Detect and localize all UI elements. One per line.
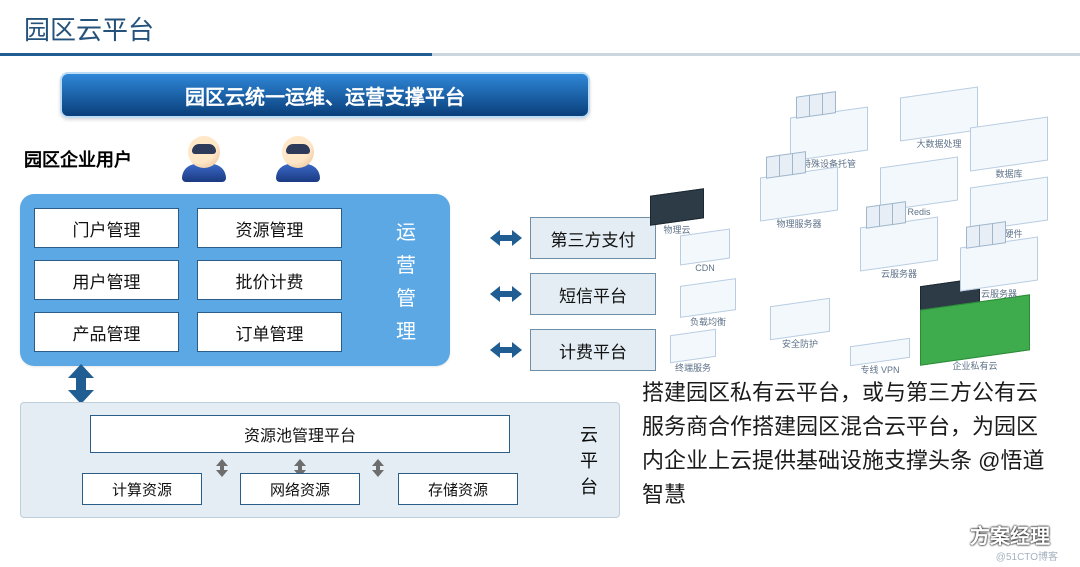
iso-tile: [970, 117, 1048, 172]
cell-user: 用户管理: [34, 260, 179, 300]
double-arrow-small-icon: [215, 459, 229, 477]
iso-tile: [850, 338, 910, 366]
ops-banner: 园区云统一运维、运营支撑平台: [60, 72, 590, 118]
iso-tile: [670, 329, 716, 363]
watermark: 方案经理: [970, 520, 1050, 549]
double-arrow-small-icon: [371, 459, 385, 477]
user-avatar-icon: [182, 136, 226, 182]
double-arrow-vertical-icon: [66, 364, 630, 404]
cell-pricing: 批价计费: [197, 260, 342, 300]
user-avatar-icon: [276, 136, 320, 182]
stage: 园区云统一运维、运营支撑平台 园区企业用户 第三方支付 短信平台: [0, 72, 1080, 518]
caption-text: 搭建园区私有云平台，或与第三方公有云服务商合作搭建园区混合云平台，为园区内企业上…: [640, 372, 1060, 512]
architecture-column: 园区云统一运维、运营支撑平台 园区企业用户 第三方支付 短信平台: [20, 72, 630, 518]
ext-sms: 短信平台: [530, 273, 656, 315]
cell-resource: 资源管理: [197, 208, 342, 248]
right-column: 搭建园区私有云平台，或与第三方公有云服务商合作搭建园区混合云平台，为园区内企业上…: [640, 72, 1060, 518]
iso-tile: [680, 278, 736, 318]
double-arrow-icon: [490, 228, 522, 248]
ops-grid: 门户管理 资源管理 用户管理 批价计费 产品管理 订单管理: [34, 208, 342, 352]
cell-order: 订单管理: [197, 312, 342, 352]
cell-product: 产品管理: [34, 312, 179, 352]
iso-tile: [900, 87, 978, 142]
cloud-vertical-label: 云平台: [573, 403, 605, 517]
watermark-sub: @51CTO博客: [996, 548, 1058, 563]
cell-portal: 门户管理: [34, 208, 179, 248]
ops-vertical-label: 运营管理: [376, 208, 436, 352]
resource-row: 计算资源 网络资源 存储资源: [37, 473, 563, 505]
cloud-platform-block: 资源池管理平台 计算资源 网络资源 存储资源 云平台: [20, 402, 620, 518]
server-icon: [966, 221, 1005, 253]
double-arrow-icon: [490, 284, 522, 304]
ops-panel: 门户管理 资源管理 用户管理 批价计费 产品管理 订单管理 运营管理: [20, 194, 450, 366]
double-arrow-icon: [490, 340, 522, 360]
page-title: 园区云平台: [0, 0, 1080, 53]
ext-payment: 第三方支付: [530, 217, 656, 259]
res-compute: 计算资源: [82, 473, 202, 505]
res-storage: 存储资源: [398, 473, 518, 505]
server-icon: [766, 151, 805, 183]
iso-tile: [680, 228, 730, 265]
title-underline: [0, 53, 1080, 56]
iso-tile-physical-cloud: [650, 188, 704, 226]
external-column: 第三方支付 短信平台 计费平台: [490, 217, 656, 371]
user-row: 园区企业用户: [20, 136, 630, 182]
iso-tile: [770, 298, 830, 340]
isometric-diagram: [640, 72, 1060, 372]
server-icon: [796, 91, 835, 123]
resource-pool: 资源池管理平台: [90, 415, 510, 453]
user-label: 园区企业用户: [24, 146, 132, 172]
iso-tile: [970, 177, 1048, 232]
server-icon: [866, 201, 905, 233]
res-network: 网络资源: [240, 473, 360, 505]
